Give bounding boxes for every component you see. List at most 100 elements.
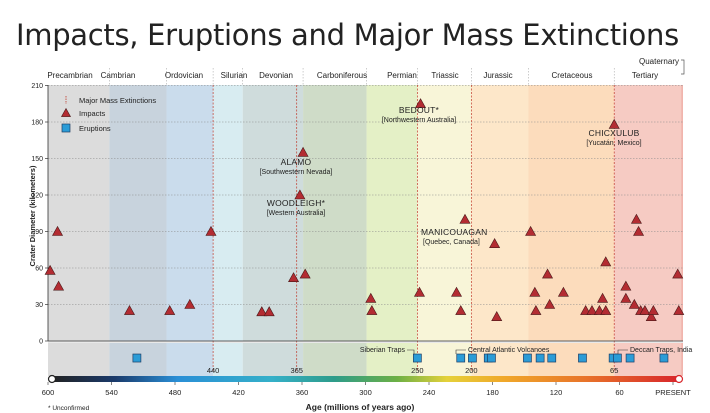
period-band-triassic: [417, 85, 472, 376]
annotation-subtitle-chicxulub: [Yucatán, Mexico]: [586, 140, 641, 147]
x-tick-label: 120: [550, 388, 563, 397]
annotation-title-manicouagan: MANICOUAGAN: [421, 227, 487, 237]
period-label-precambrian: Precambrian: [47, 71, 92, 80]
annotation-title-alamo: ALAMO: [281, 157, 312, 167]
eruption-marker: [523, 353, 532, 363]
extinction-lines: 440 365 250 200 65: [207, 85, 618, 375]
legend-label-impacts: Impacts: [79, 109, 106, 118]
extinction-label-365: 365: [290, 366, 303, 375]
eruption-marker: [613, 353, 622, 363]
period-band-devonian: [242, 85, 304, 376]
period-label-permian: Permian: [387, 71, 417, 80]
extinction-label-440: 440: [207, 366, 220, 375]
quaternary-bracket: [681, 59, 685, 75]
period-label-devonian: Devonian: [259, 71, 293, 80]
y-tick-label: 30: [35, 302, 43, 309]
impact-marker: [525, 225, 537, 236]
eruption-marker: [132, 353, 142, 363]
period-label-cretaceous: Cretaceous: [552, 71, 593, 80]
period-band-quaternary: [681, 85, 683, 376]
legend: Major Mass Extinctions Impacts Eruptions: [60, 96, 156, 133]
annotation-subtitle-alamo: [Southwestern Nevada]: [260, 169, 333, 176]
period-band-carboniferous: [303, 85, 367, 376]
impact-marker: [557, 286, 569, 297]
impact-marker: [489, 238, 501, 248]
leader-deccan: [617, 349, 628, 354]
legend-label-extinctions: Major Mass Extinctions: [79, 96, 156, 105]
legend-impact-swatch: [60, 107, 72, 117]
impact-marker: [123, 304, 136, 315]
footnote-unconfirmed: * Unconfirmed: [48, 405, 90, 412]
extinction-label-250: 250: [411, 366, 424, 375]
impact-marker: [639, 304, 651, 315]
impact-marker: [620, 280, 632, 291]
impact-marker: [52, 225, 64, 236]
period-band-tertiary: [614, 85, 682, 376]
x-tick-label: 60: [615, 388, 623, 397]
period-label-jurassic: Jurassic: [483, 71, 512, 80]
impact-marker: [491, 311, 503, 321]
annotations: BEDOUT* [Northwestern Australia] ALAMO [Sou…: [260, 105, 692, 354]
extinction-label-65: 65: [610, 366, 618, 375]
eruption-markers: [132, 353, 669, 363]
impact-marker: [365, 292, 377, 303]
eruption-marker: [578, 353, 587, 363]
impact-marker: [608, 118, 620, 129]
period-label-ordovician: Ordovician: [165, 71, 203, 80]
period-band-permian: [366, 85, 418, 376]
period-label-tertiary: Tertiary: [632, 71, 658, 80]
grid-lines: [48, 85, 683, 305]
impact-marker: [44, 264, 56, 275]
annotation-title-woodleigh: WOODLEIGH*: [267, 198, 326, 208]
legend-label-eruptions: Eruptions: [79, 124, 111, 133]
impact-marker: [673, 304, 685, 315]
leader-central-atlantic: [455, 349, 466, 354]
impact-marker: [647, 304, 659, 315]
impact-marker: [294, 189, 306, 200]
eruption-marker: [659, 353, 669, 363]
period-band-cretaceous: [528, 85, 615, 376]
x-tick-label: 300: [359, 388, 372, 397]
eruption-marker: [547, 353, 557, 363]
annotation-title-chicxulub: CHICXULUB: [589, 128, 640, 138]
time-bar-start-cap: [47, 374, 57, 384]
y-tick-label: 150: [31, 156, 43, 163]
impact-marker: [672, 268, 684, 279]
impact-marker: [544, 298, 556, 309]
period-band-cambrian: [109, 85, 167, 376]
x-tick-label: 540: [105, 388, 118, 397]
time-bar-end-cap: [674, 374, 684, 384]
impact-marker: [597, 292, 609, 303]
impact-marker: [288, 272, 300, 283]
impact-marker: [53, 280, 65, 291]
period-band-jurassic: [471, 85, 529, 376]
impact-marker: [413, 286, 425, 297]
period-label-silurian: Silurian: [221, 71, 248, 80]
eruption-marker: [625, 353, 635, 363]
time-bar: 600 540 480 420 360 300 240 180 120 60 PRESENT: [42, 374, 691, 397]
extinction-label-200: 200: [465, 366, 478, 375]
period-label-quaternary: Quaternary: [639, 57, 679, 66]
x-tick-label: 360: [296, 388, 309, 397]
annotation-subtitle-woodleigh: [Western Australia]: [267, 210, 326, 217]
eruption-label-deccan-traps: Deccan Traps, India: [630, 347, 692, 354]
impact-marker: [459, 213, 471, 224]
eruption-marker: [487, 353, 496, 363]
impact-marker: [263, 306, 275, 317]
impact-marker: [530, 304, 542, 315]
period-band-ordovician: [166, 85, 214, 376]
period-band-silurian: [213, 85, 243, 376]
period-label-triassic: Triassic: [431, 71, 458, 80]
x-tick-label: 240: [423, 388, 436, 397]
impact-marker: [205, 225, 217, 236]
chart-title: Impacts, Eruptions and Major Mass Extinc…: [16, 18, 679, 52]
eruption-label-central-atlantic: Central Atlantic Volcanoes: [468, 347, 550, 354]
annotation-subtitle-bedout: [Northwestern Australia]: [382, 117, 456, 124]
legend-eruption-swatch: [61, 123, 71, 133]
x-tick-label: PRESENT: [655, 388, 691, 397]
eruption-marker: [535, 353, 545, 363]
y-tick-label: 60: [35, 266, 43, 273]
y-tick-label: 120: [31, 193, 43, 200]
y-axis-label: Crater Diameter (kilometers): [28, 165, 37, 266]
eruption-label-siberian-traps: Siberian Traps: [360, 347, 406, 354]
